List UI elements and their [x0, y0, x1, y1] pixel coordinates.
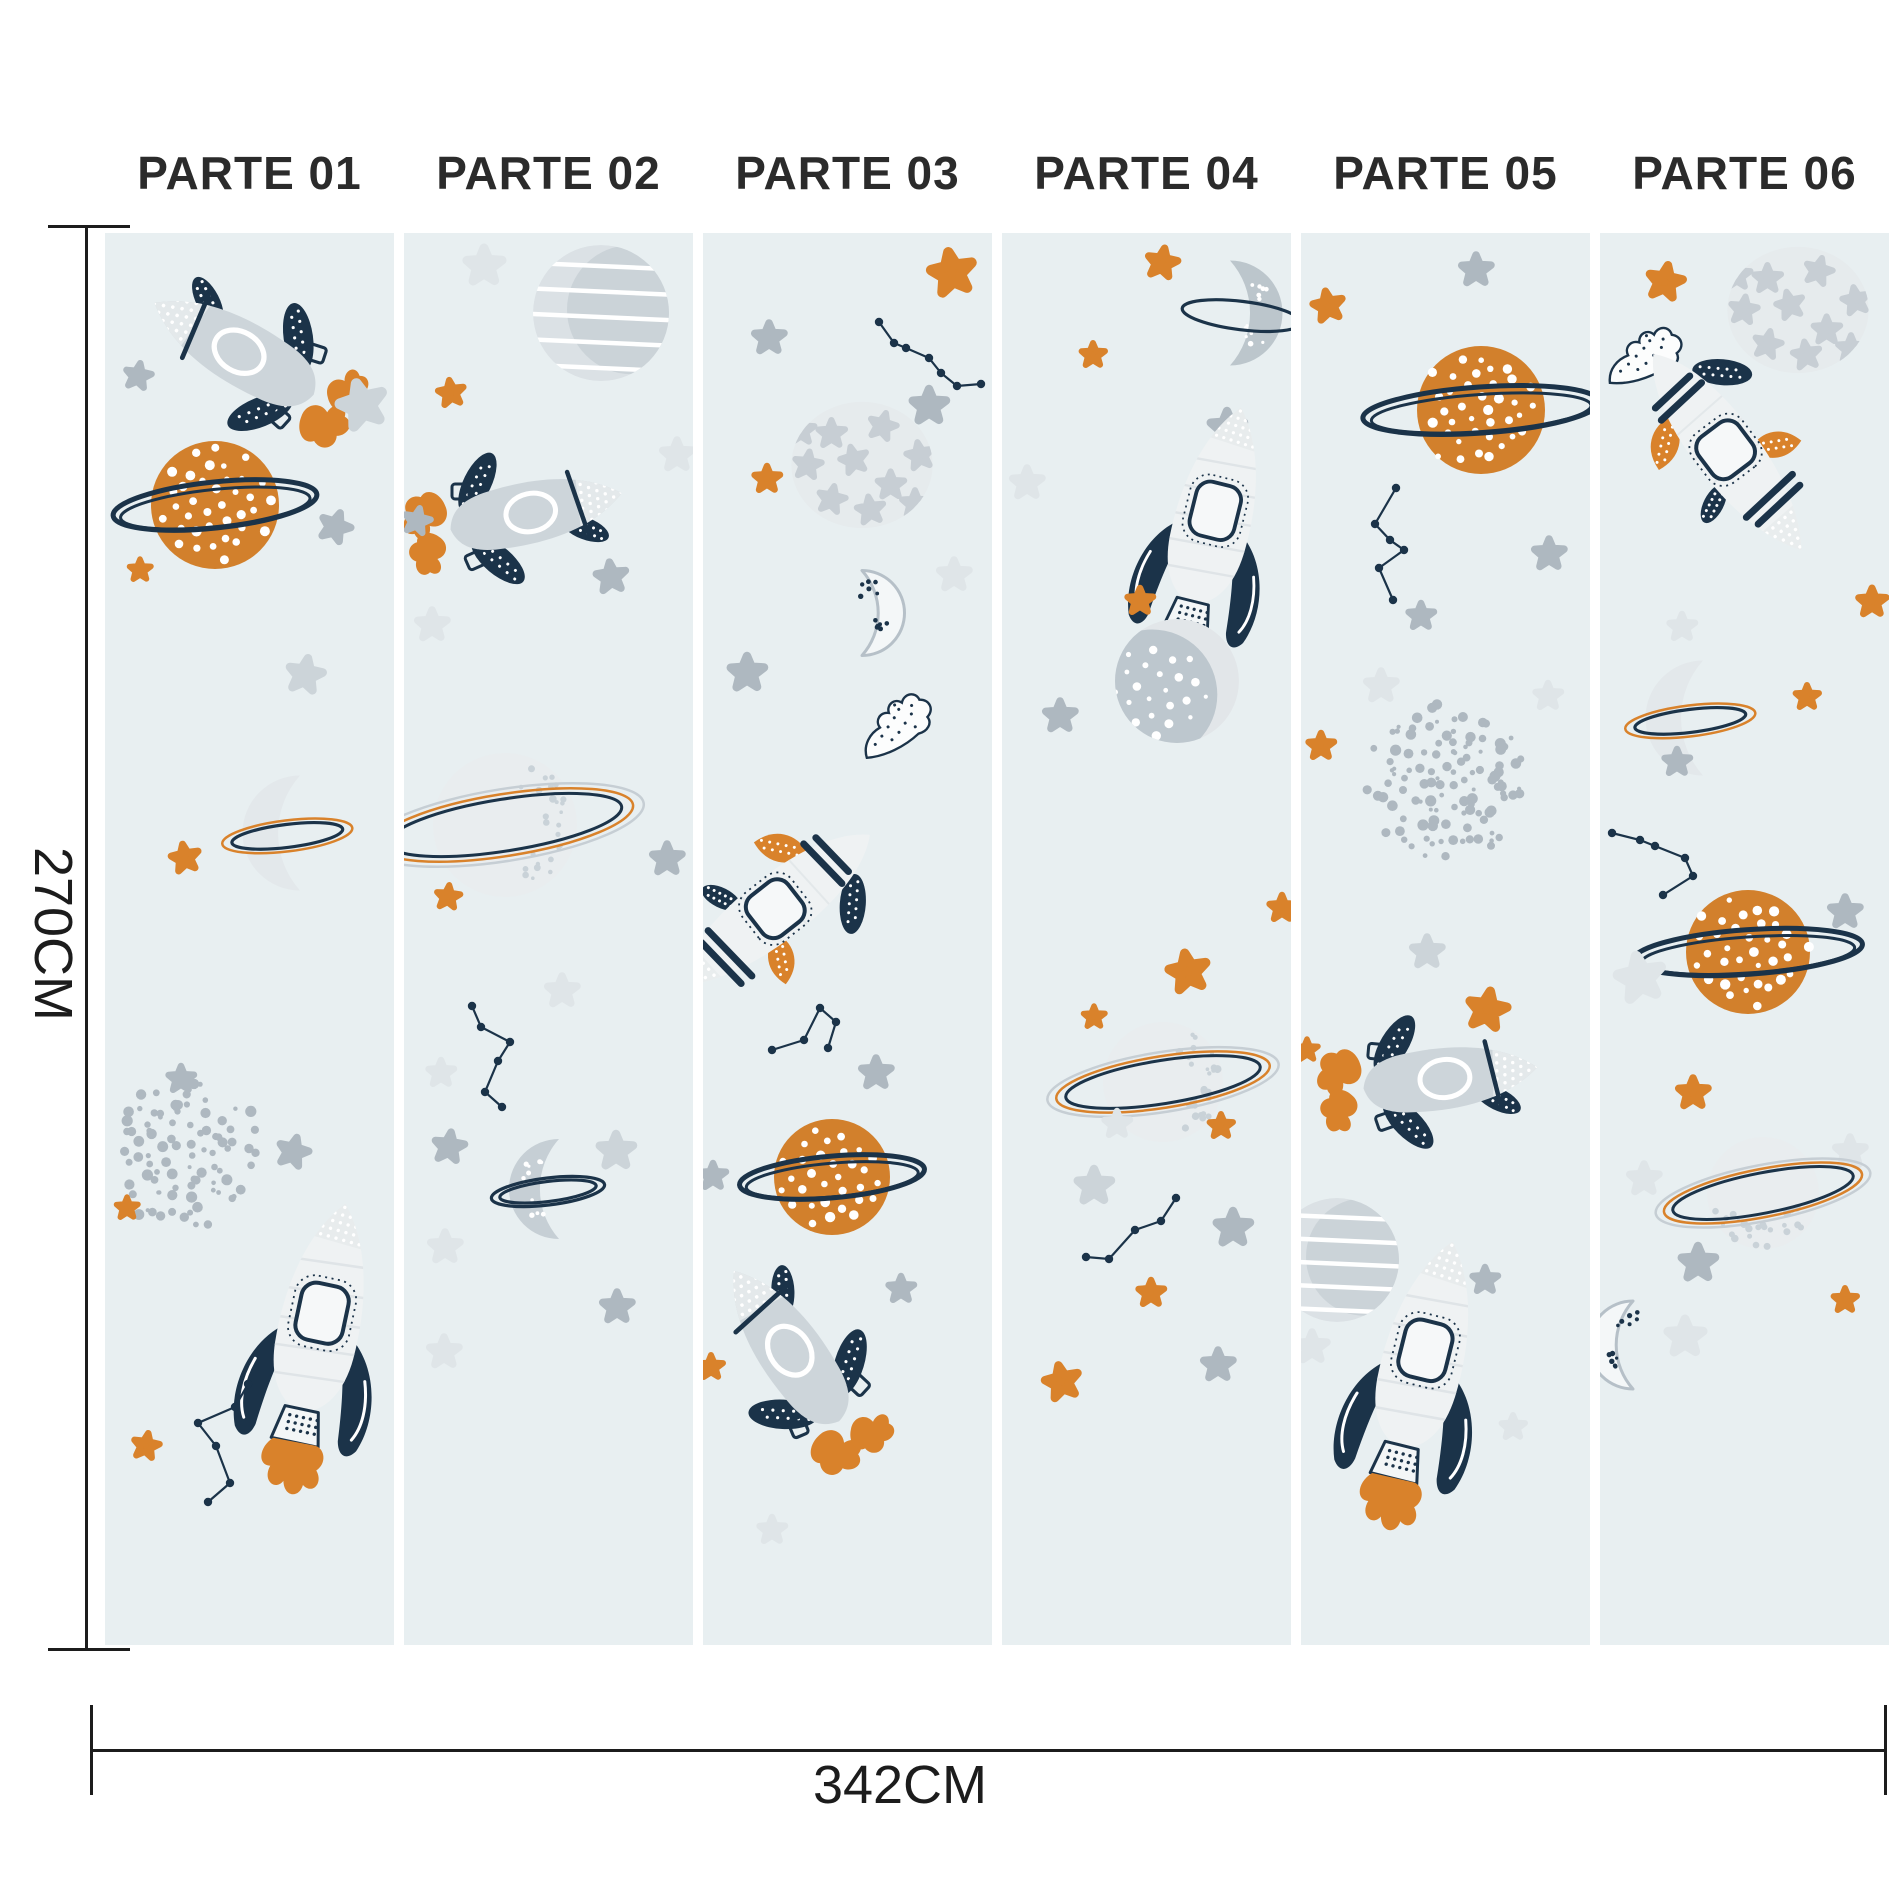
wallpaper-panel-1 [105, 233, 394, 1645]
panel-label-6: PARTE 06 [1632, 147, 1857, 199]
wallpaper-panel-3 [703, 233, 992, 1645]
panel-label-4: PARTE 04 [1034, 147, 1259, 199]
panel-art-svg [1301, 251, 1590, 1531]
wallpaper-panel-6 [1600, 233, 1889, 1645]
panel-art-svg [703, 247, 986, 1545]
width-dimension-label: 342CM [812, 1755, 988, 1815]
wallpaper-panel-4 [1002, 233, 1291, 1645]
panel-art-svg [404, 243, 693, 1369]
width-dimension-tick-right [1884, 1705, 1887, 1795]
panel-art-svg [110, 274, 387, 1507]
height-dimension-tick-bottom [48, 1648, 130, 1651]
panel-label-2: PARTE 02 [436, 147, 661, 199]
height-dimension-label: 270CM [23, 846, 83, 1022]
wallpaper-panel-2 [404, 233, 693, 1645]
height-dimension-tick-top [48, 225, 130, 228]
panel-label-1: PARTE 01 [137, 147, 362, 199]
wallpaper-panel-5 [1301, 233, 1590, 1645]
width-dimension-tick-left [90, 1705, 93, 1795]
panel-art-svg [1008, 244, 1291, 1403]
height-dimension-line [85, 227, 88, 1651]
panel-art-svg [1600, 246, 1889, 1391]
panel-label-5: PARTE 05 [1333, 147, 1558, 199]
width-dimension-line [90, 1749, 1887, 1752]
panel-label-3: PARTE 03 [735, 147, 960, 199]
